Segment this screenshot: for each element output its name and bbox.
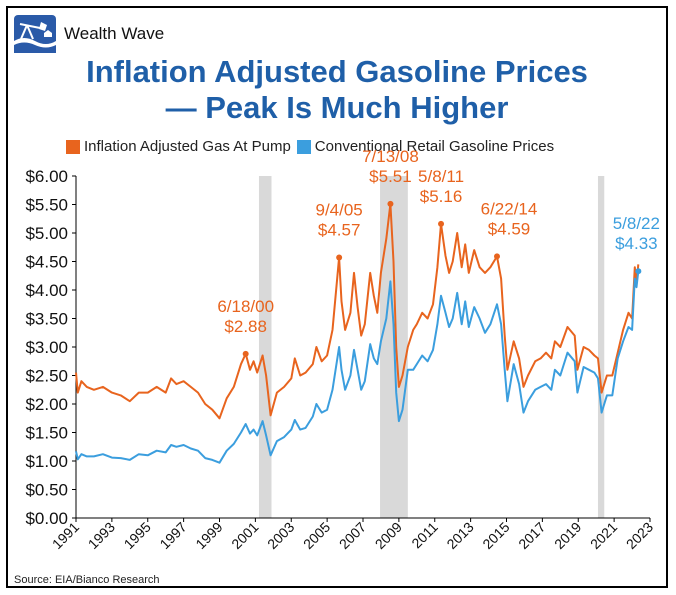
y-tick-label: $4.00 (25, 281, 68, 300)
annotation-date: 6/22/14 (481, 199, 538, 218)
source-note: Source: EIA/Bianco Research (14, 574, 160, 586)
brand-name: Wealth Wave (64, 24, 165, 43)
peak-marker (493, 253, 500, 260)
legend-swatch-conventional (296, 139, 311, 154)
annotation-date: 7/13/08 (362, 147, 419, 166)
x-tick-label: 2013 (443, 519, 476, 552)
x-tick-label: 2009 (372, 519, 405, 552)
annotation-value: $2.88 (224, 317, 267, 336)
y-tick-label: $6.00 (25, 167, 68, 186)
x-tick-label: 1995 (121, 519, 154, 552)
x-tick-label: 1997 (156, 519, 189, 552)
chart-title-line-2: — Peak Is Much Higher (165, 90, 509, 125)
chart-title: Inflation Adjusted Gasoline Prices — Pea… (8, 54, 666, 126)
annotation-date: 5/8/22 (613, 214, 660, 233)
annotation-date: 6/18/00 (217, 297, 274, 316)
legend-label-conventional: Conventional Retail Gasoline Prices (314, 138, 555, 155)
brand: Wealth Wave (14, 15, 164, 53)
x-tick-label: 2007 (336, 519, 369, 552)
y-tick-label: $2.00 (25, 395, 68, 414)
y-tick-label: $3.50 (25, 310, 68, 329)
x-tick-label: 1999 (192, 519, 225, 552)
peak-marker (336, 254, 343, 261)
legend-item-conventional: Conventional Retail Gasoline Prices (296, 138, 555, 155)
legend-item-adjusted: Inflation Adjusted Gas At Pump (66, 138, 291, 155)
x-tick-label: 2021 (587, 519, 620, 552)
oil-pump-logo-icon (14, 15, 56, 53)
x-tick-label: 2011 (408, 519, 441, 552)
y-tick-label: $0.00 (25, 509, 68, 528)
annotation-date: 5/8/11 (418, 167, 464, 186)
series-line-adjusted (75, 202, 640, 420)
peak-marker (438, 220, 445, 227)
peak-marker (635, 268, 642, 275)
y-tick-label: $4.50 (25, 253, 68, 272)
annotation-value: $4.59 (488, 219, 531, 238)
x-tick-label: 1993 (85, 519, 118, 552)
y-tick-label: $1.50 (25, 424, 68, 443)
x-tick-label: 2019 (551, 519, 584, 552)
y-tick-label: $3.00 (25, 338, 68, 357)
x-tick-label: 2015 (479, 519, 512, 552)
y-tick-label: $5.00 (25, 224, 68, 243)
x-tick-label: 2003 (264, 519, 297, 552)
x-tick-label: 2005 (300, 519, 333, 552)
y-tick-label: $2.50 (25, 367, 68, 386)
chart-legend: Inflation Adjusted Gas At Pump Conventio… (66, 138, 560, 155)
x-tick-label: 2017 (515, 519, 548, 552)
legend-label-adjusted: Inflation Adjusted Gas At Pump (84, 138, 291, 155)
recession-band-2 (597, 176, 605, 518)
annotation-value: $4.33 (615, 234, 658, 253)
series-line-conventional (75, 271, 640, 464)
annotation-value: $5.16 (420, 187, 463, 206)
recession-band-0 (258, 176, 272, 518)
annotation-value: $5.51 (369, 167, 412, 186)
y-tick-label: $5.50 (25, 196, 68, 215)
y-tick-label: $0.50 (25, 481, 68, 500)
annotation-value: $4.57 (318, 221, 361, 240)
chart-frame: Wealth Wave Inflation Adjusted Gasoline … (6, 6, 668, 588)
annotation-date: 9/4/05 (316, 201, 363, 220)
x-tick-label: 2001 (228, 519, 261, 552)
legend-swatch-adjusted (66, 139, 80, 154)
peak-marker (387, 200, 394, 207)
x-tick-label: 2023 (623, 519, 656, 552)
chart-title-line-1: Inflation Adjusted Gasoline Prices (86, 54, 588, 89)
y-tick-label: $1.00 (25, 452, 68, 471)
peak-marker (242, 350, 249, 357)
